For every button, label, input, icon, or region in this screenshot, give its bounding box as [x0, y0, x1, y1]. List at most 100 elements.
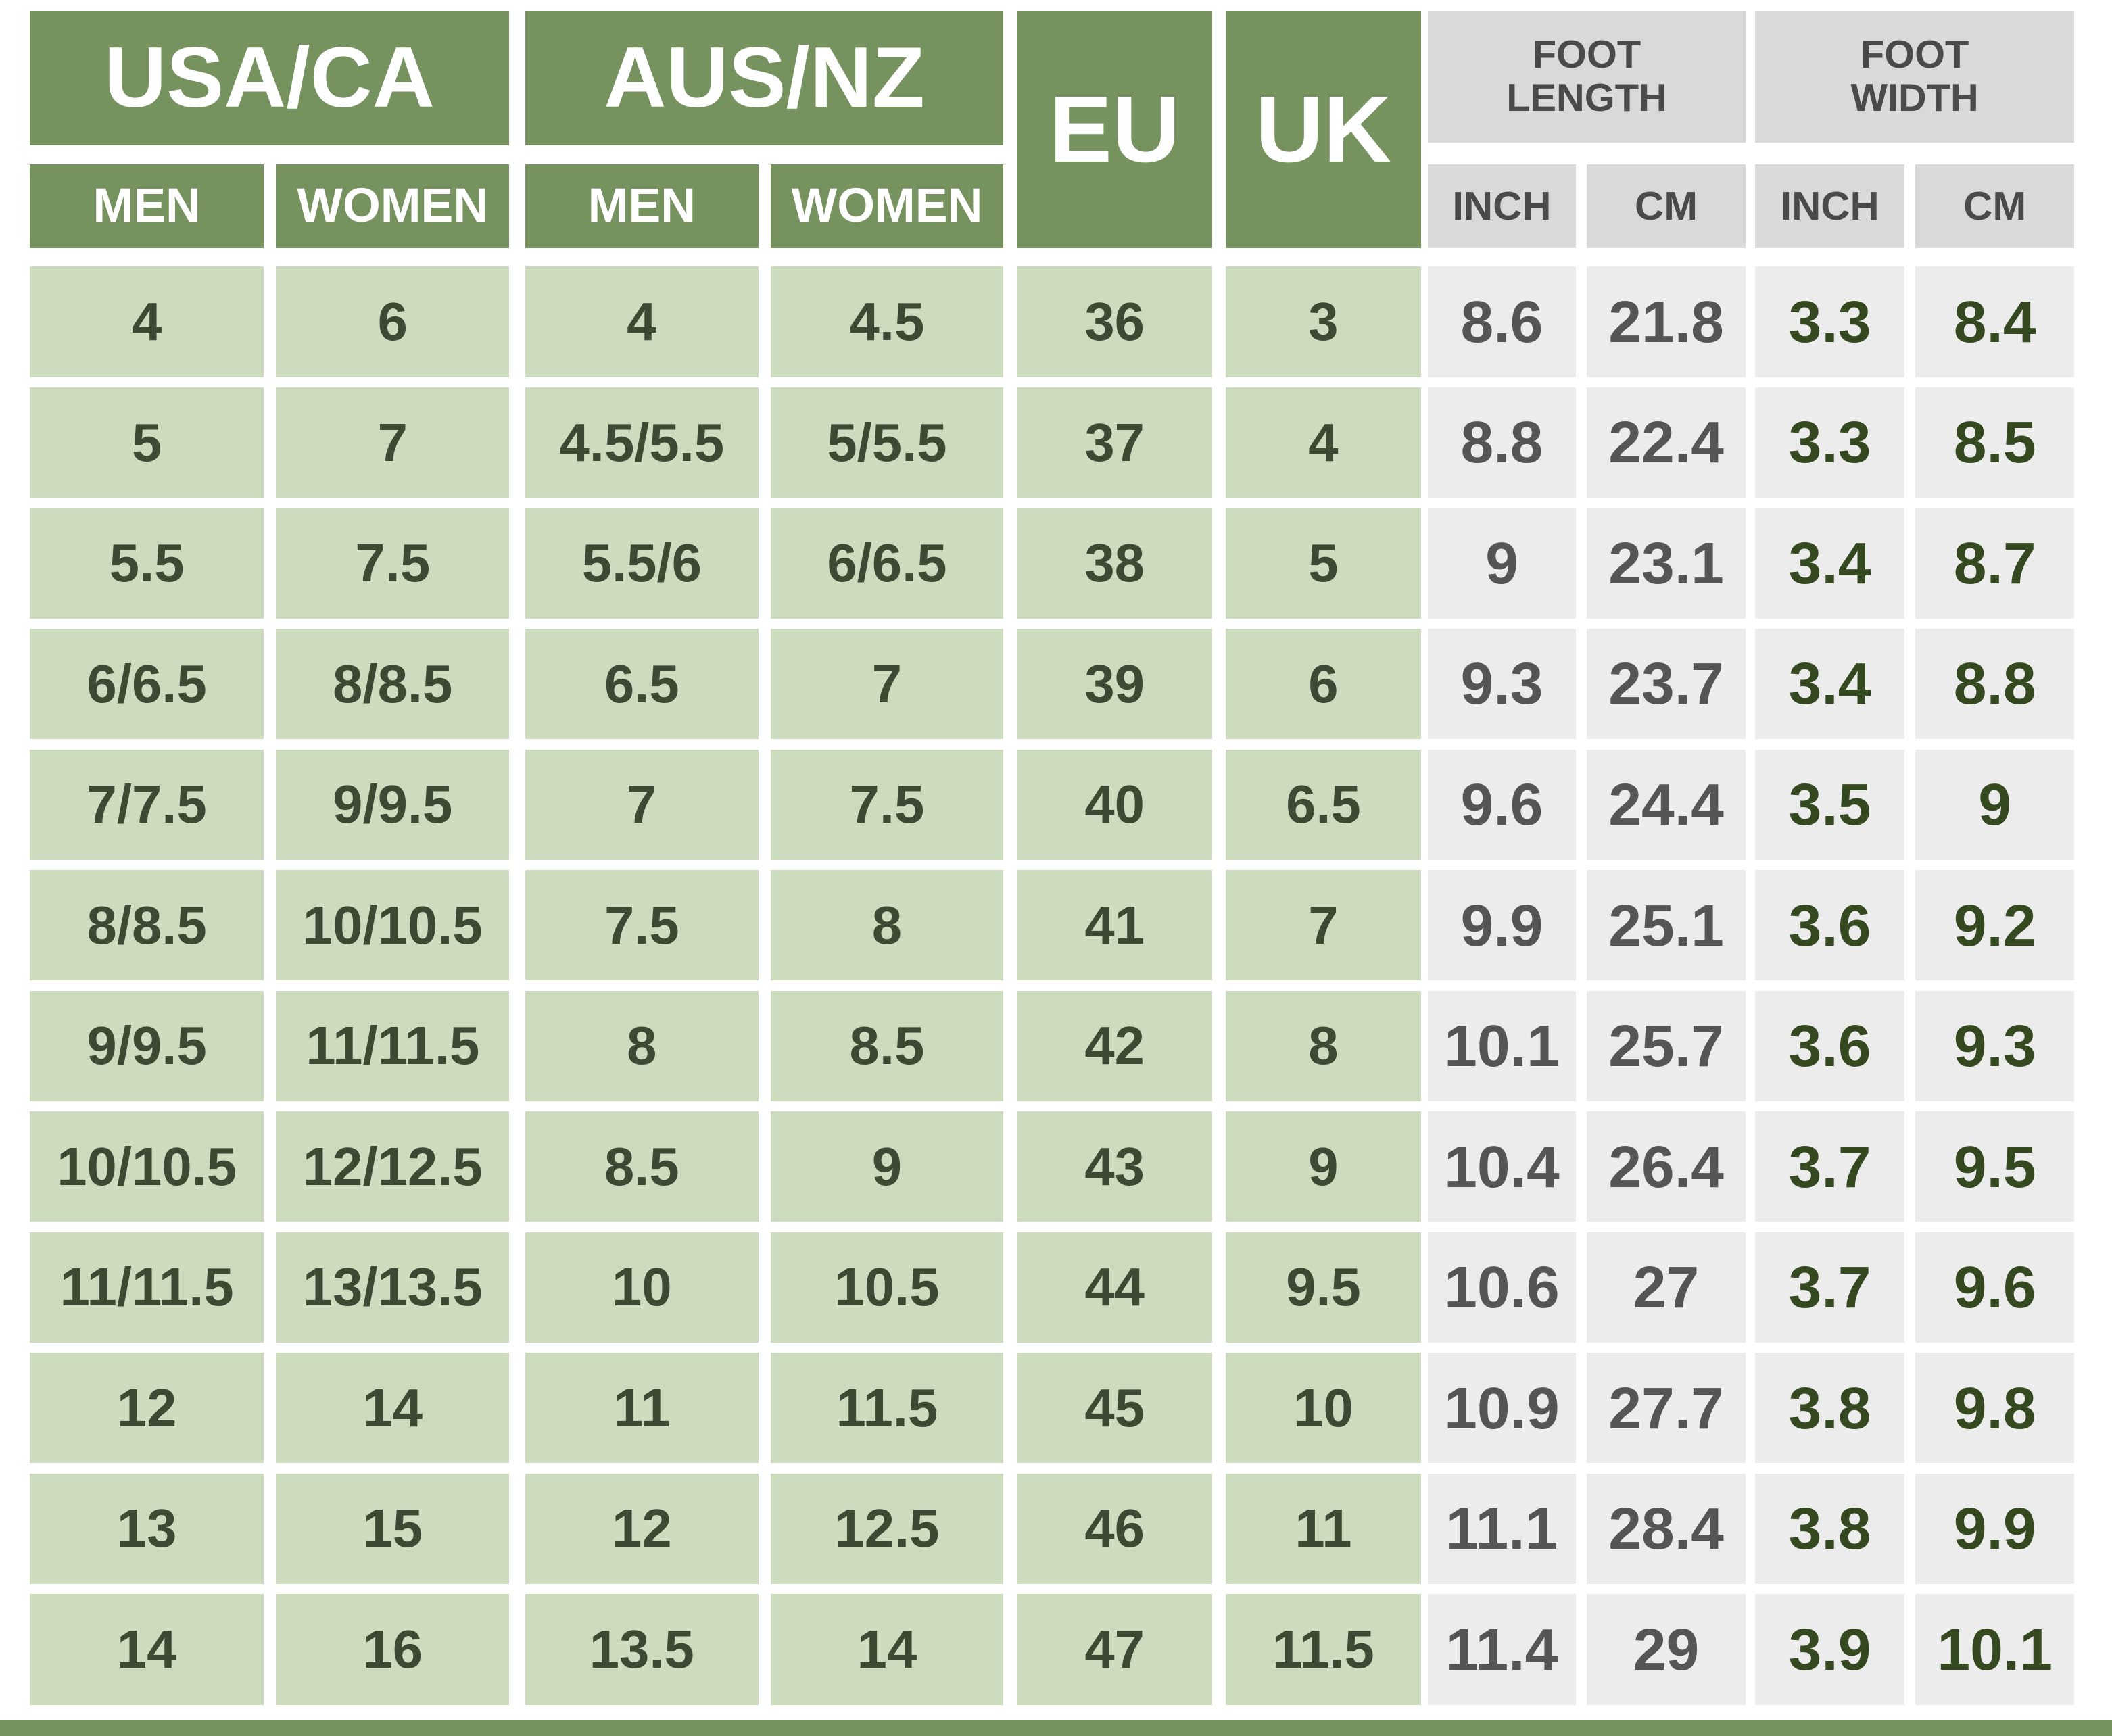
table-cell: 9.8 — [1915, 1353, 2075, 1464]
table-cell: 7.5 — [770, 749, 1004, 860]
table-cell: 13/13.5 — [276, 1232, 510, 1343]
group-title: FOOT LENGTH — [1427, 10, 1746, 143]
table-cell: 40 — [1017, 749, 1213, 860]
table-cell: 37 — [1017, 387, 1213, 498]
table-cell: 11.1 — [1427, 1473, 1577, 1584]
table-cell: 13.5 — [525, 1594, 759, 1705]
table-cell: 6.5 — [525, 629, 759, 740]
table-cell: 26.4 — [1586, 1111, 1746, 1222]
sub-header: INCH — [1427, 164, 1577, 248]
table-cell: 8.8 — [1427, 387, 1577, 498]
table-cell: 7.5 — [525, 870, 759, 981]
table-cell: 10.1 — [1915, 1594, 2075, 1705]
table-cell: 10 — [1226, 1353, 1421, 1464]
table-cell: 8 — [770, 870, 1004, 981]
table-cell: 3.7 — [1755, 1232, 1905, 1343]
table-cell: 15 — [276, 1473, 510, 1584]
table-cell: 8 — [525, 990, 759, 1101]
table-cell: 5 — [1226, 508, 1421, 619]
table-cell: 21.8 — [1586, 266, 1746, 377]
table-cell: 9.5 — [1226, 1232, 1421, 1343]
table-cell: 9.9 — [1915, 1473, 2075, 1584]
table-cell: 44 — [1017, 1232, 1213, 1343]
table-cell: 7 — [1226, 870, 1421, 981]
table-cell: 8.8 — [1915, 629, 2075, 740]
table-cell: 12 — [29, 1353, 264, 1464]
table-cell: 10 — [525, 1232, 759, 1343]
table-cell: 12 — [525, 1473, 759, 1584]
table-cell: 29 — [1586, 1594, 1746, 1705]
table-cell: 5/5.5 — [770, 387, 1004, 498]
table-cell: 4.5/5.5 — [525, 387, 759, 498]
table-cell: 11.4 — [1427, 1594, 1577, 1705]
table-cell: 14 — [276, 1353, 510, 1464]
table-cell: 39 — [1017, 629, 1213, 740]
table-cell: 11/11.5 — [276, 990, 510, 1101]
group-title: USA/CA — [29, 10, 510, 146]
table-cell: 11 — [1226, 1473, 1421, 1584]
table-cell: 9.5 — [1915, 1111, 2075, 1222]
table-cell: 16 — [276, 1594, 510, 1705]
table-cell: 3.6 — [1755, 870, 1905, 981]
group-title: UK — [1226, 10, 1421, 248]
table-cell: 9.6 — [1915, 1232, 2075, 1343]
table-cell: 42 — [1017, 990, 1213, 1101]
table-cell: 43 — [1017, 1111, 1213, 1222]
table-cell: 9 — [1427, 508, 1577, 619]
table-cell: 27 — [1586, 1232, 1746, 1343]
table-cell: 9.2 — [1915, 870, 2075, 981]
sub-header: MEN — [525, 164, 759, 248]
table-cell: 8.5 — [1915, 387, 2075, 498]
table-cell: 10.4 — [1427, 1111, 1577, 1222]
table-cell: 6/6.5 — [29, 629, 264, 740]
table-cell: 8.5 — [770, 990, 1004, 1101]
table-cell: 10.5 — [770, 1232, 1004, 1343]
table-cell: 4 — [29, 266, 264, 377]
table-cell: 4 — [525, 266, 759, 377]
sub-header: CM — [1586, 164, 1746, 248]
table-cell: 9.9 — [1427, 870, 1577, 981]
table-cell: 3.3 — [1755, 266, 1905, 377]
table-cell: 12/12.5 — [276, 1111, 510, 1222]
table-cell: 8/8.5 — [276, 629, 510, 740]
table-cell: 47 — [1017, 1594, 1213, 1705]
table-cell: 3.5 — [1755, 749, 1905, 860]
table-cell: 5.5/6 — [525, 508, 759, 619]
table-cell: 3.7 — [1755, 1111, 1905, 1222]
table-cell: 7 — [525, 749, 759, 860]
group-title: EU — [1017, 10, 1213, 248]
group-title: FOOT WIDTH — [1755, 10, 2075, 143]
table-cell: 7 — [276, 387, 510, 498]
table-cell: 10.6 — [1427, 1232, 1577, 1343]
table-cell: 6/6.5 — [770, 508, 1004, 619]
table-cell: 11 — [525, 1353, 759, 1464]
table-cell: 8.6 — [1427, 266, 1577, 377]
table-cell: 22.4 — [1586, 387, 1746, 498]
table-cell: 8.7 — [1915, 508, 2075, 619]
table-cell: 7.5 — [276, 508, 510, 619]
sub-header: MEN — [29, 164, 264, 248]
table-cell: 10/10.5 — [29, 1111, 264, 1222]
table-cell: 11.5 — [770, 1353, 1004, 1464]
table-cell: 9/9.5 — [29, 990, 264, 1101]
table-cell: 11/11.5 — [29, 1232, 264, 1343]
table-cell: 3.4 — [1755, 629, 1905, 740]
table-cell: 25.7 — [1586, 990, 1746, 1101]
table-cell: 7/7.5 — [29, 749, 264, 860]
table-cell: 13 — [29, 1473, 264, 1584]
table-cell: 8 — [1226, 990, 1421, 1101]
table-cell: 9 — [1226, 1111, 1421, 1222]
table-cell: 9.3 — [1427, 629, 1577, 740]
table-cell: 3.3 — [1755, 387, 1905, 498]
table-cell: 7 — [770, 629, 1004, 740]
table-cell: 14 — [770, 1594, 1004, 1705]
table-cell: 3.8 — [1755, 1353, 1905, 1464]
table-cell: 6 — [1226, 629, 1421, 740]
table-cell: 10/10.5 — [276, 870, 510, 981]
table-cell: 12.5 — [770, 1473, 1004, 1584]
table-cell: 5 — [29, 387, 264, 498]
table-cell: 8.4 — [1915, 266, 2075, 377]
table-cell: 38 — [1017, 508, 1213, 619]
table-cell: 28.4 — [1586, 1473, 1746, 1584]
